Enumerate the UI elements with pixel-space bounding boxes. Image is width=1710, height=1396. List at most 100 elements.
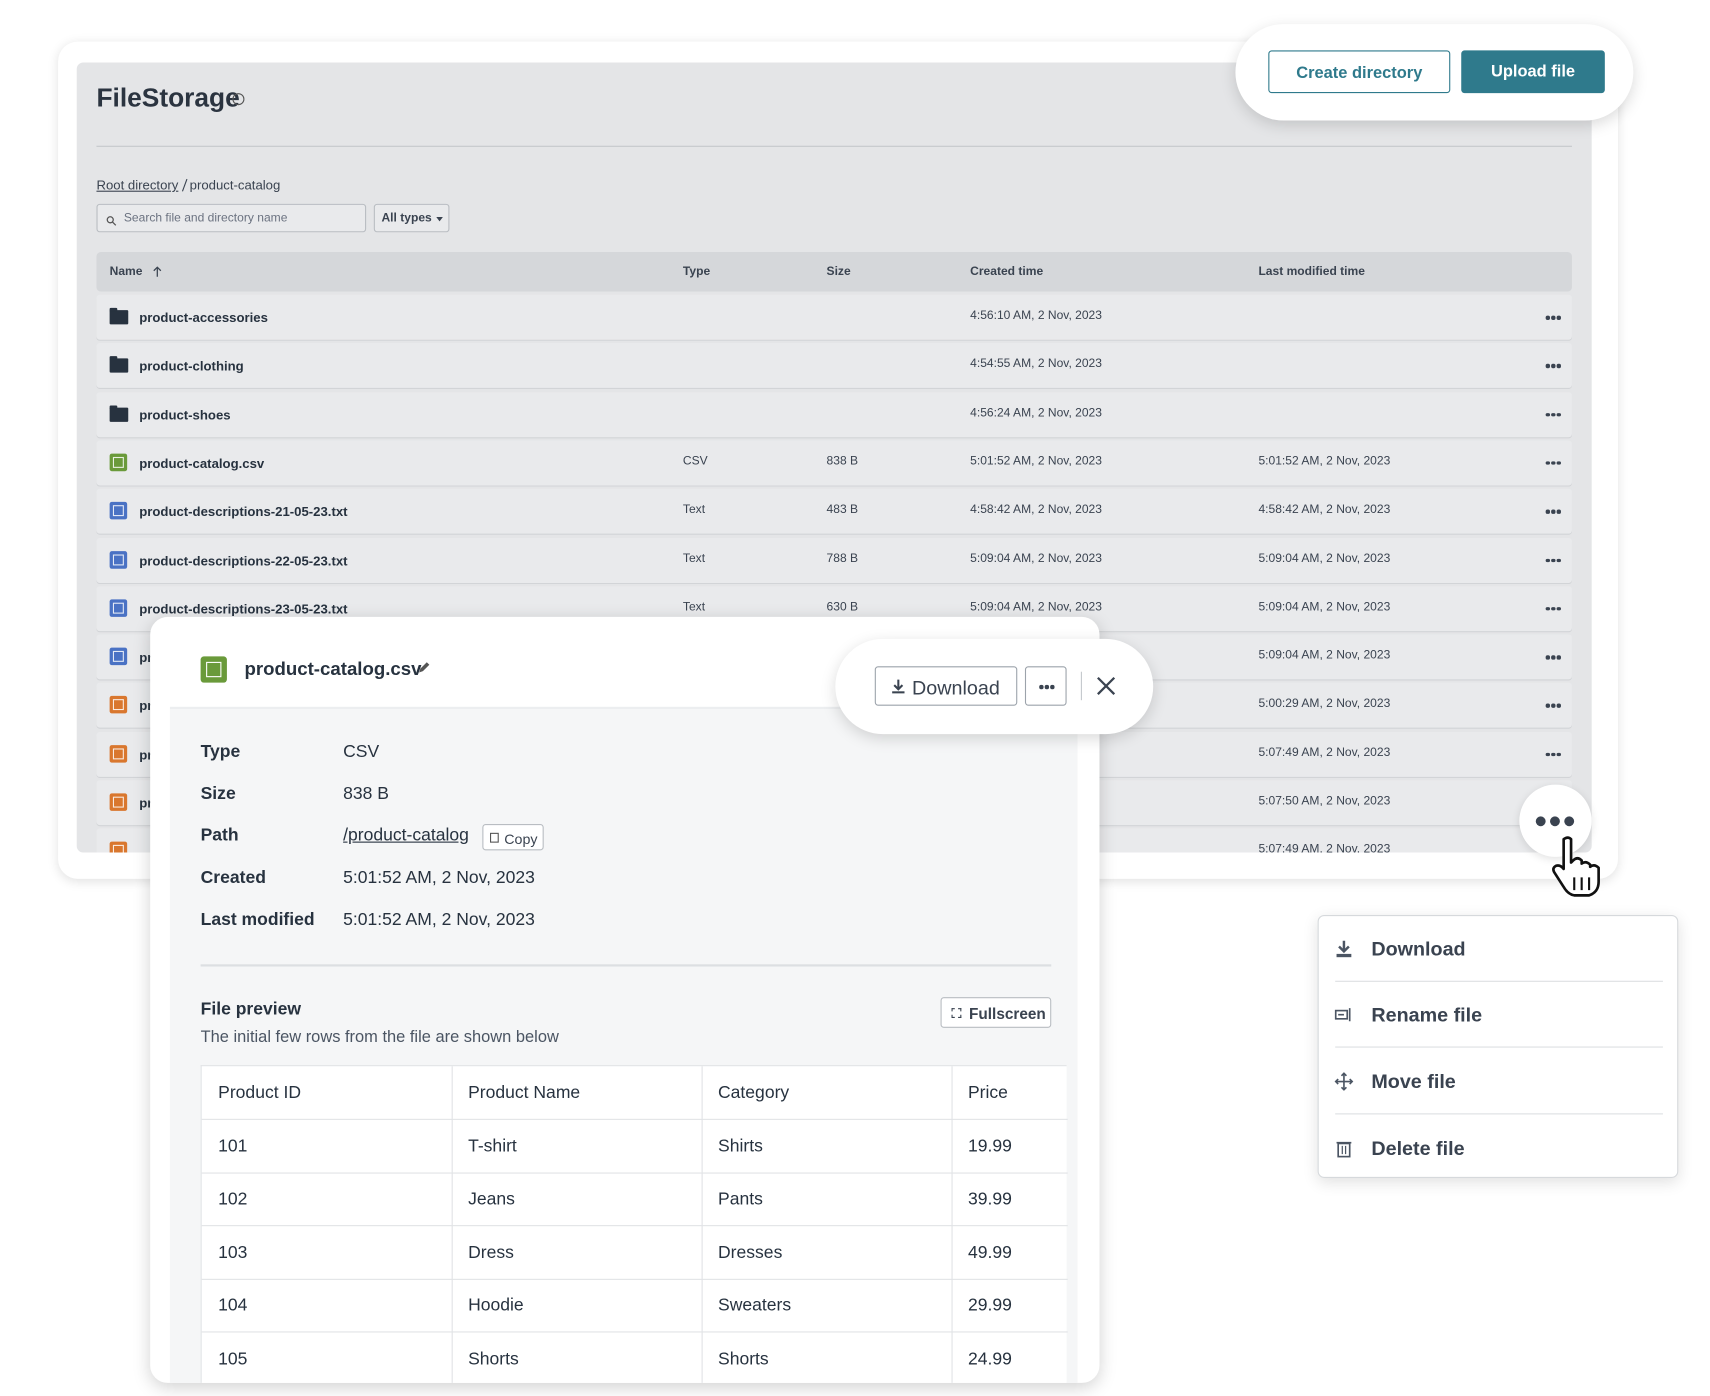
dot bbox=[1535, 816, 1546, 827]
file-name: pr bbox=[139, 795, 153, 811]
more-button[interactable] bbox=[1545, 461, 1561, 466]
copy-icon bbox=[490, 832, 499, 843]
file-type: CSV bbox=[682, 454, 708, 468]
dot bbox=[1551, 655, 1556, 660]
created-time: 5:09:04 AM, 2 Nov, 2023 bbox=[970, 600, 1102, 614]
copy-button[interactable]: Copy bbox=[482, 824, 544, 851]
column-divider bbox=[701, 1066, 703, 1383]
menu-label: Rename file bbox=[1371, 1003, 1483, 1026]
preview-cell: Pants bbox=[718, 1190, 763, 1209]
dot bbox=[1545, 509, 1550, 514]
csv-icon bbox=[200, 656, 227, 683]
menu-item[interactable]: Download bbox=[1319, 918, 1680, 979]
breadcrumb-root[interactable]: Root directory bbox=[96, 177, 179, 193]
more-button[interactable] bbox=[1535, 816, 1575, 827]
more-button[interactable] bbox=[1039, 684, 1055, 689]
image-icon bbox=[109, 841, 128, 853]
edit-icon[interactable] bbox=[417, 660, 432, 675]
dot bbox=[1556, 752, 1561, 757]
more-button[interactable] bbox=[1545, 752, 1561, 757]
dot bbox=[1545, 606, 1550, 611]
icon-inner bbox=[112, 651, 124, 662]
fullscreen-button[interactable]: Fullscreen bbox=[940, 997, 1052, 1028]
close-button[interactable] bbox=[1095, 675, 1117, 697]
dot bbox=[1545, 364, 1550, 369]
preview-cell: 101 bbox=[218, 1136, 248, 1156]
file-row[interactable]: product-accessories 4:56:10 AM, 2 Nov, 20… bbox=[96, 294, 1572, 340]
dot bbox=[1050, 684, 1055, 689]
image-icon bbox=[109, 744, 128, 763]
preview-cell: Jeans bbox=[468, 1190, 515, 1209]
column-header[interactable]: Name bbox=[109, 265, 143, 279]
file-size: 630 B bbox=[826, 600, 859, 614]
file-type: Text bbox=[682, 551, 706, 565]
menu-item[interactable]: Delete file bbox=[1319, 1118, 1680, 1179]
dot bbox=[1545, 412, 1550, 417]
dot bbox=[1551, 412, 1556, 417]
more-button[interactable] bbox=[1545, 364, 1561, 369]
folder-tab bbox=[109, 356, 118, 360]
preview-cell: Sweaters bbox=[718, 1296, 792, 1316]
file-row[interactable]: product-catalog.csv CSV 838 B 5:01:52 AM, 2… bbox=[96, 440, 1572, 486]
dot bbox=[1551, 461, 1556, 466]
dot bbox=[1556, 655, 1561, 660]
file-name: pr bbox=[139, 698, 153, 714]
search-input[interactable]: Search file and directory name bbox=[96, 203, 367, 233]
modified-time: 5:09:04 AM, 2 Nov, 2023 bbox=[1258, 600, 1391, 614]
more-button[interactable] bbox=[1545, 606, 1561, 611]
detail-value: 5:01:52 AM, 2 Nov, 2023 bbox=[343, 910, 535, 930]
preview-cell: Shorts bbox=[718, 1350, 769, 1369]
more-button[interactable] bbox=[1545, 412, 1561, 417]
detail-value[interactable]: /product-catalog bbox=[343, 826, 469, 845]
create-directory-button[interactable]: Create directory bbox=[1268, 50, 1451, 94]
menu-label: Delete file bbox=[1371, 1137, 1465, 1160]
file-row[interactable]: product-clothing 4:54:55 AM, 2 Nov, 2023 bbox=[96, 343, 1572, 389]
more-button[interactable] bbox=[1545, 703, 1561, 708]
caret bbox=[436, 216, 443, 222]
menu-item[interactable]: Rename file bbox=[1319, 984, 1680, 1045]
file-row[interactable]: product-shoes 4:56:24 AM, 2 Nov, 2023 bbox=[96, 391, 1572, 437]
sort-arrow bbox=[151, 264, 163, 277]
file-name: pr bbox=[139, 649, 153, 666]
image-icon bbox=[109, 696, 128, 714]
upload-file-button[interactable]: Upload file bbox=[1461, 50, 1605, 94]
preview-table: Product ID Product Name Category Price 101 T-… bbox=[200, 1065, 1068, 1383]
file-row[interactable]: product-descriptions-21-05-23.txt Text 483… bbox=[96, 488, 1572, 534]
more-button[interactable] bbox=[1545, 315, 1561, 320]
dot bbox=[1551, 752, 1556, 757]
row-divider bbox=[201, 1278, 1068, 1280]
download-bar: Download bbox=[835, 638, 1154, 735]
detail-value: 838 B bbox=[343, 784, 389, 804]
button-label: Create directory bbox=[1296, 63, 1423, 83]
detail-label: Path bbox=[200, 826, 239, 845]
download-button[interactable]: Download bbox=[874, 666, 1018, 706]
file-name: pr bbox=[139, 746, 153, 763]
dot bbox=[1545, 655, 1550, 660]
menu-item[interactable]: Move file bbox=[1319, 1051, 1680, 1112]
search-icon bbox=[105, 213, 117, 226]
dot bbox=[1545, 703, 1550, 708]
more-button[interactable] bbox=[1545, 655, 1561, 660]
menu-label: Move file bbox=[1371, 1070, 1456, 1093]
file-row[interactable]: product-descriptions-22-05-23.txt Text 788… bbox=[96, 537, 1572, 583]
type-filter[interactable]: All types bbox=[373, 203, 450, 233]
preview-cell: 39.99 bbox=[967, 1190, 1012, 1209]
dot bbox=[1551, 509, 1556, 514]
text-icon bbox=[109, 502, 128, 520]
more-button-box[interactable] bbox=[1024, 666, 1067, 706]
created-time: 4:54:55 AM, 2 Nov, 2023 bbox=[970, 357, 1102, 371]
icon-inner bbox=[112, 602, 124, 614]
more-button[interactable] bbox=[1545, 558, 1561, 563]
preview-cell: T-shirt bbox=[468, 1136, 517, 1156]
preview-header-cell: Price bbox=[967, 1083, 1008, 1103]
more-button[interactable] bbox=[1545, 509, 1561, 514]
floating-more-button[interactable] bbox=[1519, 784, 1592, 857]
modified-time: 5:07:49 AM, 2 Nov, 2023 bbox=[1258, 842, 1391, 853]
row-divider bbox=[201, 1331, 1068, 1333]
file-row[interactable]: product-descriptions-23-05-23.txt Text 630… bbox=[96, 586, 1572, 631]
text-icon bbox=[109, 647, 128, 666]
folder-tab bbox=[109, 307, 118, 312]
icon-inner bbox=[112, 845, 124, 853]
file-name: product-shoes bbox=[139, 407, 231, 423]
